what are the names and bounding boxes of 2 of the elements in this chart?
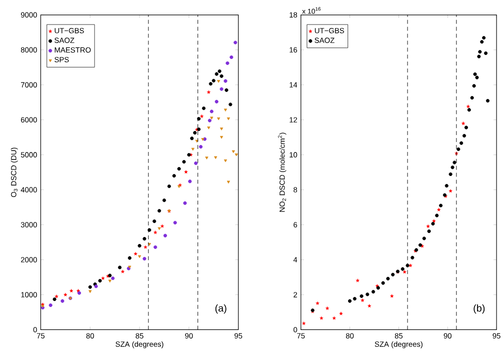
- annotation: (a): [215, 304, 226, 314]
- annotation: (b): [474, 304, 485, 314]
